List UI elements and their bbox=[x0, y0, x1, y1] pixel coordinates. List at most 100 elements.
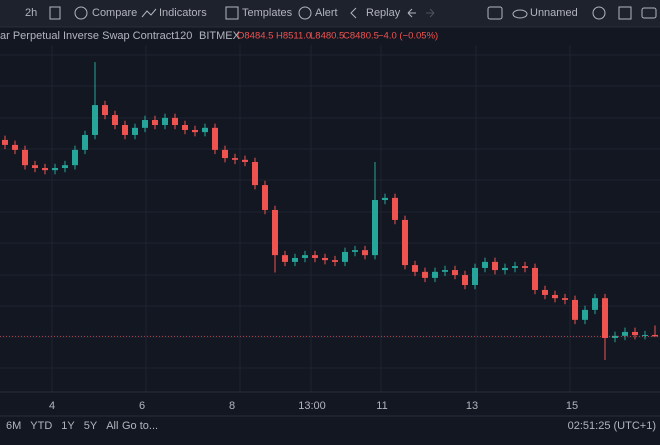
x-tick-label: 13 bbox=[466, 400, 478, 412]
candle-body bbox=[402, 219, 408, 266]
interval-button[interactable]: 2h bbox=[25, 7, 37, 19]
candle-body bbox=[442, 270, 448, 272]
candle-body bbox=[602, 298, 608, 338]
candle-body bbox=[592, 298, 598, 310]
candle-body bbox=[472, 267, 478, 285]
candle-body bbox=[612, 335, 618, 338]
undo-button[interactable] bbox=[407, 8, 416, 18]
candle-body bbox=[32, 165, 38, 169]
candle-body bbox=[452, 270, 458, 276]
candle-body bbox=[392, 197, 398, 220]
candle-body bbox=[52, 168, 58, 171]
candle-body bbox=[512, 266, 518, 268]
legend-change: −4.0 (−0.05%) bbox=[378, 31, 438, 42]
candle-body bbox=[72, 149, 78, 166]
compare-button[interactable]: Compare bbox=[92, 7, 137, 19]
candle-body bbox=[382, 197, 388, 201]
candle-body bbox=[412, 265, 418, 272]
snapshot-button[interactable] bbox=[641, 7, 657, 19]
candle-body bbox=[172, 117, 178, 125]
candle-body bbox=[122, 125, 128, 135]
candle-body bbox=[222, 149, 228, 159]
x-tick-label: 15 bbox=[566, 400, 578, 412]
range-button[interactable]: YTD bbox=[30, 420, 52, 432]
candle-body bbox=[232, 158, 238, 160]
candle-body bbox=[12, 144, 18, 150]
candle-body bbox=[652, 334, 658, 337]
symbol-title: ar Perpetual Inverse Swap Contract bbox=[0, 30, 174, 42]
candle-body bbox=[302, 255, 308, 258]
range-button[interactable]: All bbox=[106, 420, 118, 432]
candle-body bbox=[362, 250, 368, 256]
clock: 02:51:25 (UTC+1) bbox=[568, 420, 656, 432]
indicators-button[interactable]: Indicators bbox=[159, 7, 207, 19]
candle-body bbox=[242, 159, 248, 162]
replay-icon bbox=[350, 7, 357, 19]
range-button[interactable]: 1Y bbox=[61, 420, 75, 432]
x-tick-label: 8 bbox=[229, 400, 235, 412]
layout-name[interactable]: Unnamed bbox=[530, 7, 578, 19]
candle-body bbox=[282, 255, 288, 262]
candle-body bbox=[562, 298, 568, 300]
candle-body bbox=[582, 309, 588, 320]
candle-body bbox=[482, 261, 488, 268]
goto-button[interactable]: Go to... bbox=[122, 420, 158, 432]
candle-body bbox=[492, 261, 498, 271]
candle-body bbox=[82, 134, 88, 150]
range-buttons: 6M YTD 1Y 5Y All bbox=[6, 420, 118, 432]
symbol-interval: 120 bbox=[174, 30, 192, 42]
toolbar bbox=[0, 0, 660, 27]
x-tick-label: 11 bbox=[376, 400, 387, 412]
fullscreen-toggle[interactable] bbox=[487, 6, 503, 20]
legend-close: C8480.5 bbox=[343, 31, 379, 42]
legend-low: L8480.5 bbox=[310, 31, 344, 42]
candle-body bbox=[262, 185, 268, 210]
fullscreen-button[interactable] bbox=[618, 6, 632, 20]
candle-body bbox=[502, 267, 508, 271]
compare-icon bbox=[74, 6, 88, 20]
candle-body bbox=[352, 250, 358, 252]
candle-body bbox=[552, 294, 558, 299]
candle-body bbox=[2, 139, 8, 145]
candle-body bbox=[272, 209, 278, 256]
chart-type-icon[interactable] bbox=[49, 6, 61, 20]
candle-body bbox=[212, 127, 218, 150]
candle-body bbox=[332, 260, 338, 262]
indicators-icon bbox=[141, 8, 157, 18]
candle-body bbox=[622, 331, 628, 336]
candle-body bbox=[22, 149, 28, 166]
redo-button[interactable] bbox=[426, 8, 435, 18]
replay-button[interactable]: Replay bbox=[366, 7, 401, 19]
candle-body bbox=[112, 115, 118, 125]
candle-body bbox=[182, 125, 188, 130]
range-button[interactable]: 5Y bbox=[84, 420, 98, 432]
candle-body bbox=[42, 168, 48, 171]
candle-body bbox=[522, 266, 528, 268]
templates-button[interactable]: Templates bbox=[242, 7, 293, 19]
chart: 4 6 8 13:00 11 13 15 bbox=[0, 45, 660, 412]
candle-body bbox=[572, 299, 578, 320]
legend-high: H8511.0 bbox=[276, 31, 311, 42]
candle-body bbox=[422, 271, 428, 278]
legend-open: O8484.5 bbox=[237, 31, 273, 42]
candle-body bbox=[92, 105, 98, 135]
x-tick-label: 6 bbox=[139, 400, 145, 412]
range-button[interactable]: 6M bbox=[6, 420, 21, 432]
candle-body bbox=[312, 255, 318, 258]
symbol-exchange: BITMEX bbox=[199, 30, 241, 42]
candle-body bbox=[252, 161, 258, 186]
candle-body bbox=[432, 271, 438, 278]
candle-body bbox=[142, 120, 148, 128]
cloud-icon bbox=[512, 9, 528, 19]
candle-body bbox=[372, 200, 378, 256]
candle-body bbox=[62, 165, 68, 169]
settings-button[interactable] bbox=[592, 6, 606, 20]
candle-body bbox=[542, 289, 548, 295]
candle-body bbox=[102, 105, 108, 116]
alert-button[interactable]: Alert bbox=[315, 7, 338, 19]
candle-body bbox=[322, 257, 328, 261]
candle-body bbox=[152, 120, 158, 125]
candle-body bbox=[202, 127, 208, 133]
